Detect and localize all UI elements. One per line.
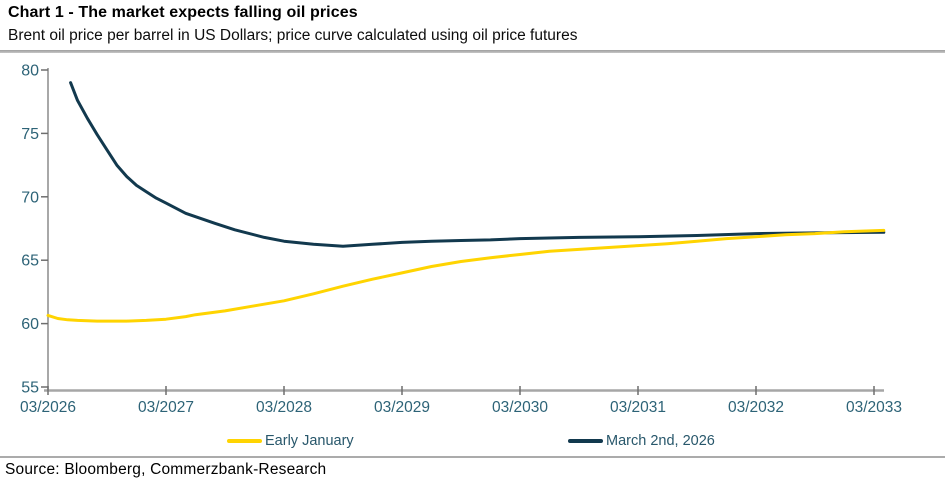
x-tick-label: 03/2027 (138, 399, 194, 416)
series-path-march-2nd-2026 (69, 81, 886, 248)
y-tick-label: 60 (21, 316, 39, 333)
chart-title: Chart 1 - The market expects falling oil… (8, 4, 358, 21)
y-tick-label: 75 (21, 126, 39, 143)
y-tick-label: 65 (21, 253, 39, 270)
x-tick-label: 03/2033 (846, 399, 902, 416)
y-tick-label: 55 (21, 380, 39, 397)
x-tick-label: 03/2029 (374, 399, 430, 416)
chart-subtitle: Brent oil price per barrel in US Dollars… (8, 27, 578, 44)
series-path-early-january (46, 228, 886, 323)
y-tick-label: 80 (21, 63, 39, 80)
march-swatch (568, 438, 603, 443)
x-tick-label: 03/2032 (728, 399, 784, 416)
early-january-swatch (227, 438, 262, 443)
source-text: Source: Bloomberg, Commerzbank-Research (5, 461, 327, 478)
x-tick-label: 03/2028 (256, 399, 312, 416)
legend-item-march: March 2nd, 2026 (568, 432, 715, 449)
bottom-divider (0, 456, 945, 458)
legend-item-early-january: Early January (227, 432, 354, 449)
x-tick-label: 03/2026 (20, 399, 76, 416)
y-tick-label: 70 (21, 189, 39, 206)
price-chart-svg: 55 60 65 70 75 80 03/2026 03/2027 03/2028 03/2029… (20, 63, 902, 417)
top-divider (0, 50, 945, 53)
march-label: March 2nd, 2026 (606, 432, 715, 449)
x-tick-label: 03/2031 (610, 399, 666, 416)
early-january-label: Early January (265, 432, 354, 449)
x-tick-label: 03/2030 (492, 399, 548, 416)
